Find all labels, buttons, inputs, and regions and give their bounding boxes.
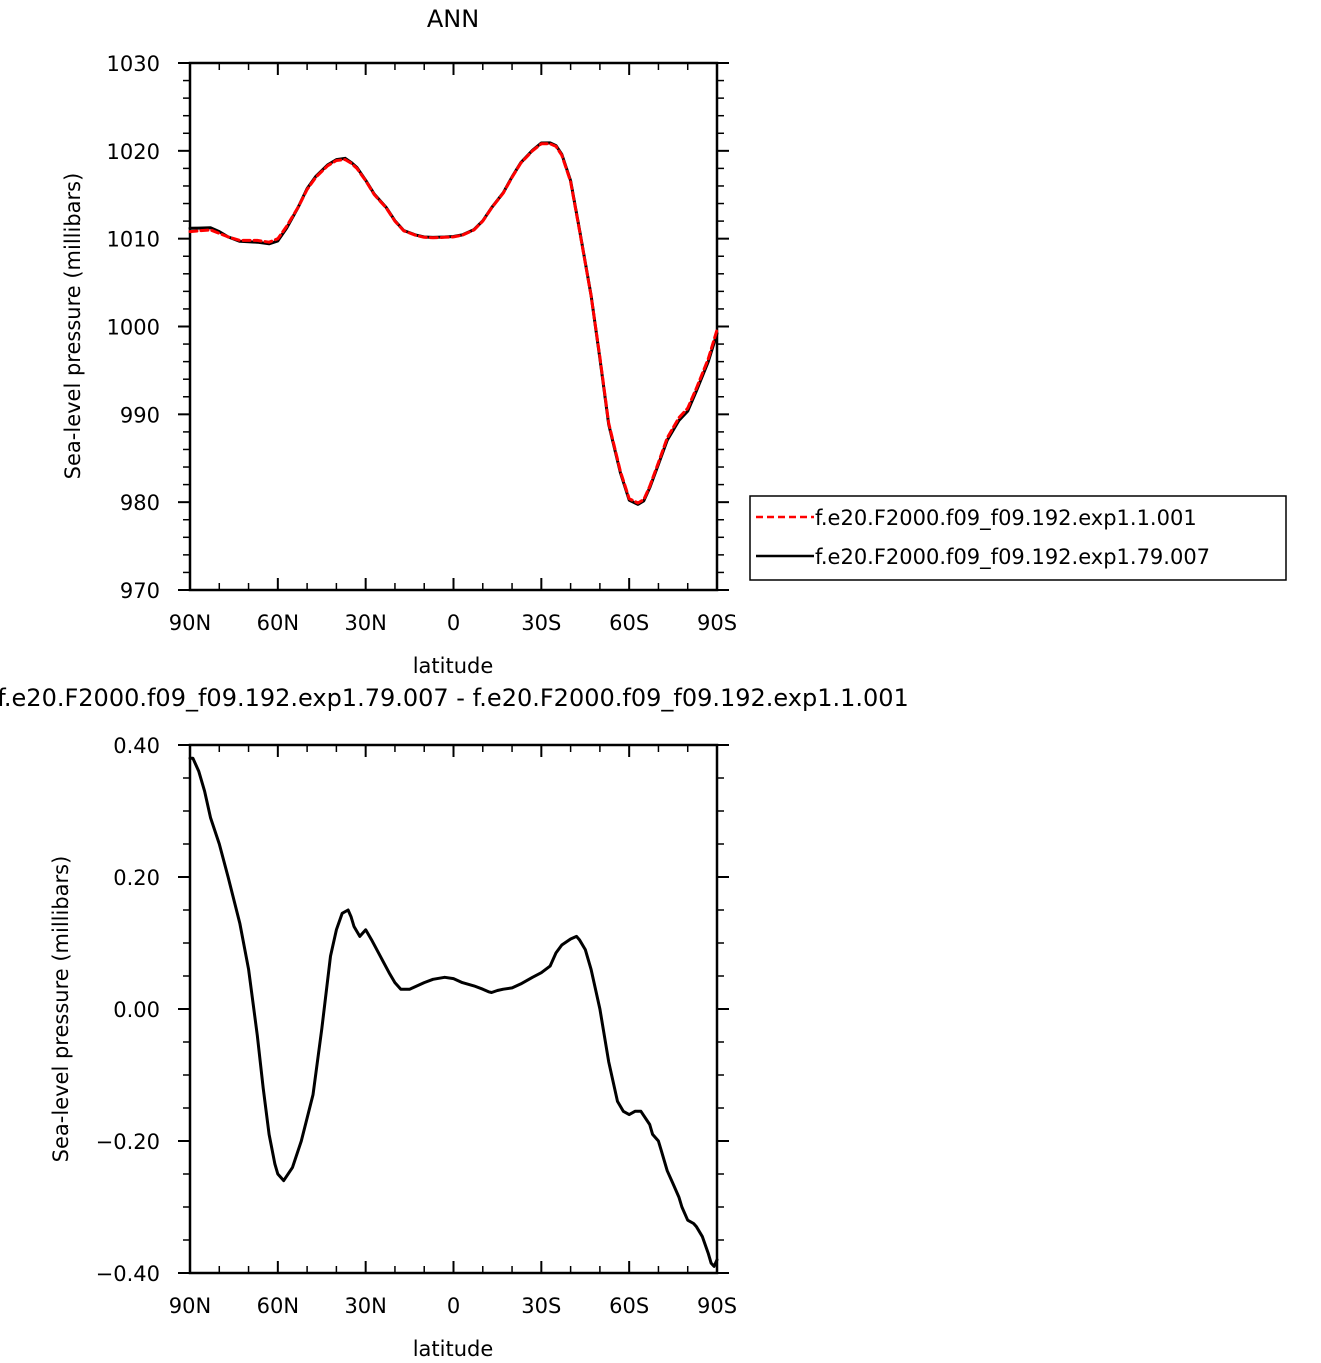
chart-top-xtick-label: 0 xyxy=(447,611,460,635)
chart-top-ylabel: Sea-level pressure (millibars) xyxy=(61,173,85,480)
chart-top-ytick-label: 990 xyxy=(120,403,160,427)
legend-label-series-1: f.e20.F2000.f09_f09.192.exp1.1.001 xyxy=(815,506,1197,531)
chart-top-xtick-label: 60N xyxy=(257,611,299,635)
legend-box xyxy=(749,495,1287,581)
chart-bottom-xtick-label: 30N xyxy=(344,1294,386,1318)
chart-bottom-xlabel: latitude xyxy=(413,1337,494,1361)
chart-bottom: f.e20.F2000.f09_f09.192.exp1.79.007 - f.… xyxy=(0,684,909,1361)
chart-top-xtick-label: 30N xyxy=(344,611,386,635)
chart-bottom-ytick-label: 0.00 xyxy=(113,998,160,1022)
legend: f.e20.F2000.f09_f09.192.exp1.1.001 f.e20… xyxy=(749,495,1287,581)
chart-bottom-ytick-label: −0.40 xyxy=(96,1262,160,1286)
chart-bottom-ytick-label: 0.20 xyxy=(113,866,160,890)
chart-bottom-xtick-label: 60S xyxy=(609,1294,649,1318)
chart-bottom-ytick-label: 0.40 xyxy=(113,734,160,758)
chart-bottom-xtick-label: 30S xyxy=(521,1294,561,1318)
chart-bottom-xtick-label: 0 xyxy=(447,1294,460,1318)
chart-top-xtick-label: 60S xyxy=(609,611,649,635)
chart-top-series-line-2 xyxy=(188,141,719,506)
chart-top-series-line-1 xyxy=(188,142,719,505)
chart-bottom-series-line-1 xyxy=(188,756,719,1268)
chart-bottom-ylabel: Sea-level pressure (millibars) xyxy=(49,856,73,1163)
legend-label-series-2: f.e20.F2000.f09_f09.192.exp1.79.007 xyxy=(815,545,1210,570)
chart-top: ANN 90N 60N 30N 0 30S 60S 90S 1030 1020 1010 1000 9… xyxy=(61,5,1287,678)
chart-bottom-ytick-label: −0.20 xyxy=(96,1130,160,1154)
chart-bottom-xtick-label: 90N xyxy=(169,1294,211,1318)
chart-top-ytick-label: 970 xyxy=(120,579,160,603)
chart-top-xlabel: latitude xyxy=(413,654,494,678)
chart-bottom-xtick-label: 90S xyxy=(697,1294,737,1318)
chart-top-plot-frame xyxy=(188,61,719,592)
chart-bottom-title: f.e20.F2000.f09_f09.192.exp1.79.007 - f.… xyxy=(0,684,909,712)
chart-top-xtick-label: 90N xyxy=(169,611,211,635)
chart-bottom-xtick-label: 60N xyxy=(257,1294,299,1318)
chart-top-ytick-label: 1000 xyxy=(107,316,160,340)
chart-top-xtick-label: 30S xyxy=(521,611,561,635)
chart-top-ytick-label: 980 xyxy=(120,491,160,515)
chart-top-ytick-label: 1030 xyxy=(107,52,160,76)
chart-top-xtick-label: 90S xyxy=(697,611,737,635)
chart-bottom-plot-frame xyxy=(188,743,719,1275)
chart-top-ytick-label: 1010 xyxy=(107,228,160,252)
chart-top-ytick-label: 1020 xyxy=(107,140,160,164)
chart-top-title: ANN xyxy=(427,5,479,33)
